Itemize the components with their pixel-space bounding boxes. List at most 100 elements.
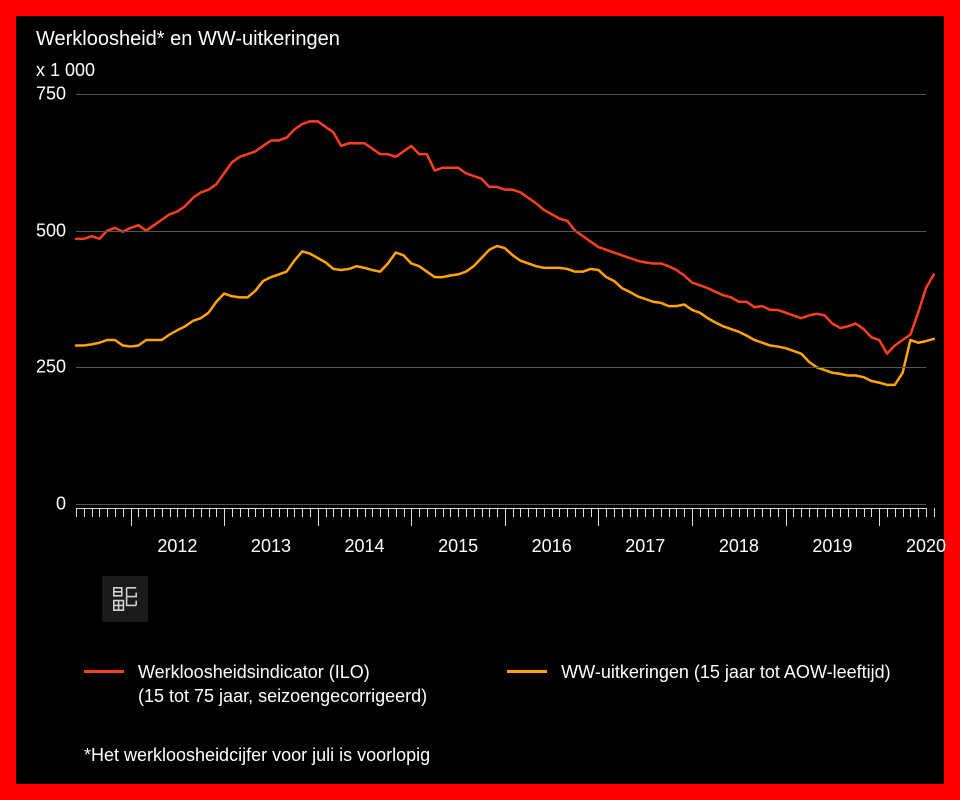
cbs-logo-icon: [109, 583, 141, 615]
x-tick-minor: [801, 508, 802, 517]
x-tick-minor: [201, 508, 202, 517]
legend-text-1: Werkloosheidsindicator (ILO) (15 tot 75 …: [138, 660, 427, 709]
x-tick-minor: [918, 508, 919, 517]
x-tick-minor: [99, 508, 100, 517]
x-tick-minor: [435, 508, 436, 517]
x-tick-label: 2019: [812, 536, 852, 557]
plot-area: 0250500750: [76, 94, 926, 504]
x-tick-minor: [419, 508, 420, 517]
x-tick-minor: [536, 508, 537, 517]
x-tick-minor: [240, 508, 241, 517]
y-tick-label: 250: [36, 357, 66, 378]
x-tick-minor: [310, 508, 311, 517]
x-tick-minor: [559, 508, 560, 517]
x-tick-minor: [263, 508, 264, 517]
x-tick-minor: [357, 508, 358, 517]
x-tick-minor: [404, 508, 405, 517]
x-tick-major: [692, 508, 693, 526]
x-tick-minor: [248, 508, 249, 517]
x-tick-minor: [684, 508, 685, 517]
x-tick-minor: [388, 508, 389, 517]
gridline: [76, 504, 926, 505]
x-tick-minor: [349, 508, 350, 517]
x-tick-minor: [458, 508, 459, 517]
y-tick-label: 750: [36, 84, 66, 105]
x-tick-minor: [637, 508, 638, 517]
legend-label-2: WW-uitkeringen (15 jaar tot AOW-leeftijd…: [561, 660, 890, 684]
y-axis-unit: x 1 000: [36, 60, 95, 81]
x-tick-minor: [825, 508, 826, 517]
line-series-svg: [76, 94, 926, 504]
x-tick-minor: [333, 508, 334, 517]
x-tick-minor: [162, 508, 163, 517]
chart-panel: Werkloosheid* en WW-uitkeringen x 1 000 …: [16, 16, 944, 784]
x-tick-major: [786, 508, 787, 526]
x-tick-minor: [840, 508, 841, 517]
x-tick-minor: [723, 508, 724, 517]
x-tick-minor: [731, 508, 732, 517]
x-tick-major: [505, 508, 506, 526]
x-tick-minor: [154, 508, 155, 517]
x-tick-minor: [520, 508, 521, 517]
x-tick-minor: [895, 508, 896, 517]
x-tick-minor: [146, 508, 147, 517]
gridline: [76, 367, 926, 368]
x-tick-minor: [380, 508, 381, 517]
x-tick-minor: [622, 508, 623, 517]
cbs-logo: [102, 576, 148, 622]
x-tick-minor: [630, 508, 631, 517]
series-line: [76, 246, 934, 385]
x-tick-minor: [123, 508, 124, 517]
x-tick-minor: [443, 508, 444, 517]
x-tick-major: [131, 508, 132, 526]
x-tick-minor: [115, 508, 116, 517]
x-tick-minor: [934, 508, 935, 517]
legend-label-1: Werkloosheidsindicator (ILO): [138, 660, 427, 684]
chart-title: Werkloosheid* en WW-uitkeringen: [36, 28, 340, 51]
x-tick-label: 2016: [532, 536, 572, 557]
x-tick-label: 2012: [157, 536, 197, 557]
x-tick-minor: [279, 508, 280, 517]
x-tick-minor: [567, 508, 568, 517]
x-tick-minor: [287, 508, 288, 517]
x-tick-minor: [513, 508, 514, 517]
x-tick-minor: [84, 508, 85, 517]
x-tick-minor: [653, 508, 654, 517]
x-tick-minor: [762, 508, 763, 517]
legend-swatch-2: [507, 670, 547, 673]
x-tick-minor: [177, 508, 178, 517]
x-tick-minor: [427, 508, 428, 517]
x-tick-minor: [482, 508, 483, 517]
x-tick-major: [224, 508, 225, 526]
x-tick-minor: [676, 508, 677, 517]
gridline: [76, 94, 926, 95]
legend-item-series1: Werkloosheidsindicator (ILO) (15 tot 75 …: [84, 660, 427, 709]
x-tick-minor: [271, 508, 272, 517]
x-axis: 201220132014201520162017201820192020: [76, 508, 926, 534]
x-tick-minor: [669, 508, 670, 517]
x-tick-major: [411, 508, 412, 526]
x-tick-minor: [302, 508, 303, 517]
x-tick-minor: [856, 508, 857, 517]
x-tick-minor: [326, 508, 327, 517]
x-tick-minor: [903, 508, 904, 517]
x-tick-minor: [528, 508, 529, 517]
x-tick-label: 2020: [906, 536, 946, 557]
x-tick-minor: [708, 508, 709, 517]
x-tick-minor: [255, 508, 256, 517]
x-tick-major: [879, 508, 880, 526]
x-tick-minor: [832, 508, 833, 517]
x-tick-minor: [591, 508, 592, 517]
x-tick-minor: [76, 508, 77, 517]
x-tick-minor: [770, 508, 771, 517]
legend-text-2: WW-uitkeringen (15 jaar tot AOW-leeftijd…: [561, 660, 890, 684]
x-tick-minor: [778, 508, 779, 517]
x-tick-minor: [700, 508, 701, 517]
x-tick-label: 2018: [719, 536, 759, 557]
x-tick-minor: [396, 508, 397, 517]
x-tick-minor: [606, 508, 607, 517]
x-tick-minor: [497, 508, 498, 517]
x-tick-label: 2014: [345, 536, 385, 557]
x-tick-minor: [910, 508, 911, 517]
x-tick-minor: [138, 508, 139, 517]
